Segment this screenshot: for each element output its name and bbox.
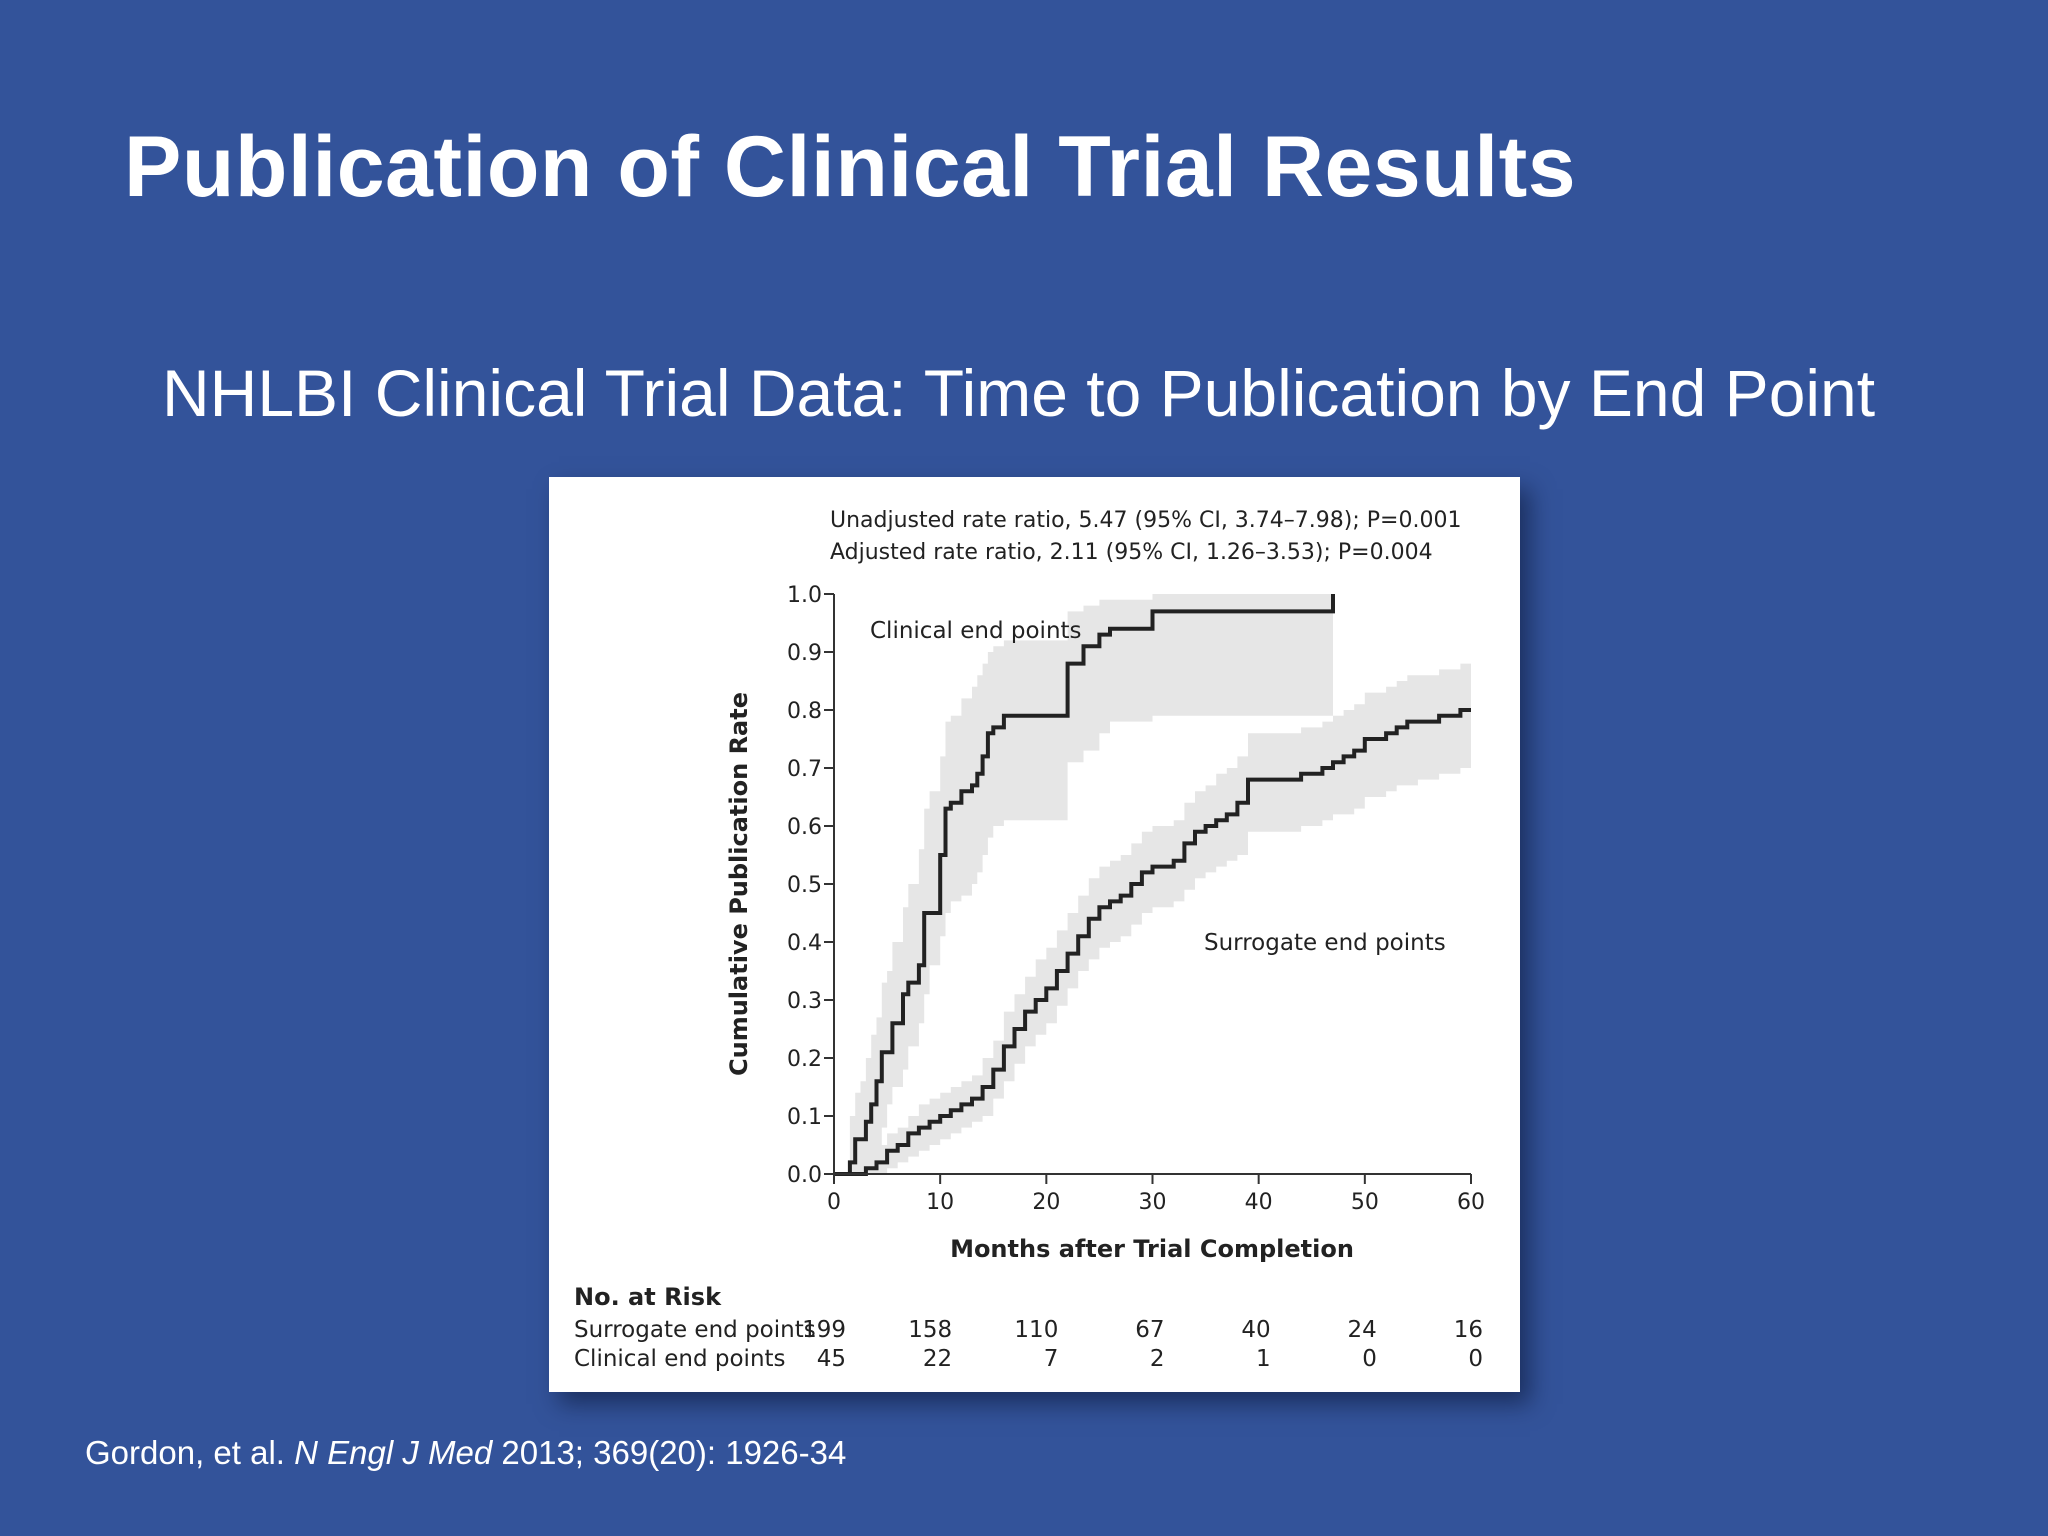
series-label-surrogate: Surrogate end points — [1204, 930, 1446, 956]
risk-value: 67 — [1135, 1317, 1164, 1343]
risk-value: 1 — [1256, 1346, 1271, 1372]
series-line-surrogate — [834, 708, 1471, 1176]
risk-value: 24 — [1348, 1317, 1377, 1343]
slide-subtitle: NHLBI Clinical Trial Data: Time to Publi… — [162, 356, 1876, 430]
risk-value: 40 — [1241, 1317, 1270, 1343]
citation-details: 2013; 369(20): 1926-34 — [501, 1434, 847, 1471]
y-tick-label: 0.8 — [787, 699, 822, 724]
y-tick-label: 0.2 — [787, 1047, 822, 1072]
risk-value: 158 — [908, 1317, 952, 1343]
ci-band-clinical — [834, 594, 1333, 1174]
x-tick-label: 40 — [1245, 1190, 1273, 1215]
citation-journal: N Engl J Med — [294, 1434, 493, 1471]
y-tick-label: 0.0 — [787, 1163, 822, 1188]
risk-value: 7 — [1044, 1346, 1059, 1372]
risk-value: 0 — [1362, 1346, 1377, 1372]
y-tick-label: 0.5 — [787, 873, 822, 898]
chart-annotation-unadjusted: Unadjusted rate ratio, 5.47 (95% CI, 3.7… — [830, 508, 1461, 533]
series-label-clinical: Clinical end points — [870, 618, 1082, 644]
risk-value: 16 — [1454, 1317, 1483, 1343]
risk-value: 199 — [802, 1317, 846, 1343]
risk-value: 110 — [1014, 1317, 1058, 1343]
risk-value: 45 — [817, 1346, 846, 1372]
x-tick-label: 20 — [1032, 1190, 1060, 1215]
km-chart: Unadjusted rate ratio, 5.47 (95% CI, 3.7… — [574, 508, 1485, 1372]
ci-band-surrogate — [834, 663, 1471, 1174]
x-tick-label: 0 — [827, 1190, 841, 1215]
figure-panel: Unadjusted rate ratio, 5.47 (95% CI, 3.7… — [549, 477, 1520, 1392]
citation-authors: Gordon, et al. — [85, 1434, 285, 1471]
x-tick-label: 50 — [1351, 1190, 1379, 1215]
y-tick-label: 0.9 — [787, 641, 822, 666]
x-tick-label: 10 — [926, 1190, 954, 1215]
risk-row-label-clinical: Clinical end points — [574, 1346, 786, 1372]
chart-annotation-adjusted: Adjusted rate ratio, 2.11 (95% CI, 1.26–… — [830, 540, 1433, 565]
risk-row-label-surrogate: Surrogate end points — [574, 1317, 816, 1343]
slide-title: Publication of Clinical Trial Results — [124, 119, 1577, 215]
y-tick-label: 0.3 — [787, 989, 822, 1014]
x-axis-label: Months after Trial Completion — [950, 1235, 1354, 1263]
y-tick-label: 0.6 — [787, 815, 822, 840]
y-axis-label: Cumulative Publication Rate — [725, 692, 753, 1076]
x-tick-label: 30 — [1139, 1190, 1167, 1215]
risk-table-title: No. at Risk — [574, 1283, 722, 1311]
risk-value: 22 — [923, 1346, 952, 1372]
x-tick-label: 60 — [1457, 1190, 1485, 1215]
y-tick-label: 0.1 — [787, 1105, 822, 1130]
risk-value: 0 — [1468, 1346, 1483, 1372]
series-line-clinical — [834, 594, 1335, 1176]
y-tick-label: 0.4 — [787, 931, 822, 956]
y-tick-label: 1.0 — [787, 583, 822, 608]
y-tick-label: 0.7 — [787, 757, 822, 782]
citation: Gordon, et al. N Engl J Med 2013; 369(20… — [85, 1434, 846, 1472]
risk-value: 2 — [1150, 1346, 1165, 1372]
